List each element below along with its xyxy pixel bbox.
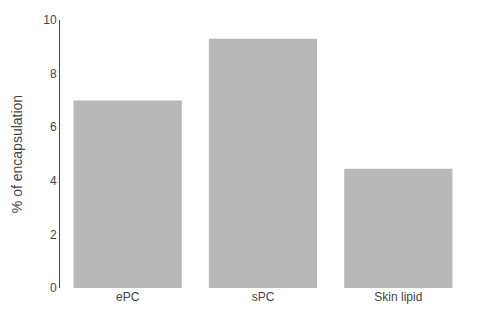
svg-text:% of encapsulation: % of encapsulation bbox=[9, 95, 25, 213]
svg-text:2: 2 bbox=[50, 228, 57, 242]
svg-text:ePC: ePC bbox=[116, 290, 140, 304]
svg-text:0: 0 bbox=[50, 281, 57, 295]
svg-text:4: 4 bbox=[50, 174, 57, 188]
svg-text:6: 6 bbox=[50, 120, 57, 134]
svg-text:Skin lipid: Skin lipid bbox=[374, 290, 422, 304]
svg-text:10: 10 bbox=[43, 13, 57, 27]
svg-text:sPC: sPC bbox=[252, 290, 275, 304]
svg-text:8: 8 bbox=[50, 67, 57, 81]
